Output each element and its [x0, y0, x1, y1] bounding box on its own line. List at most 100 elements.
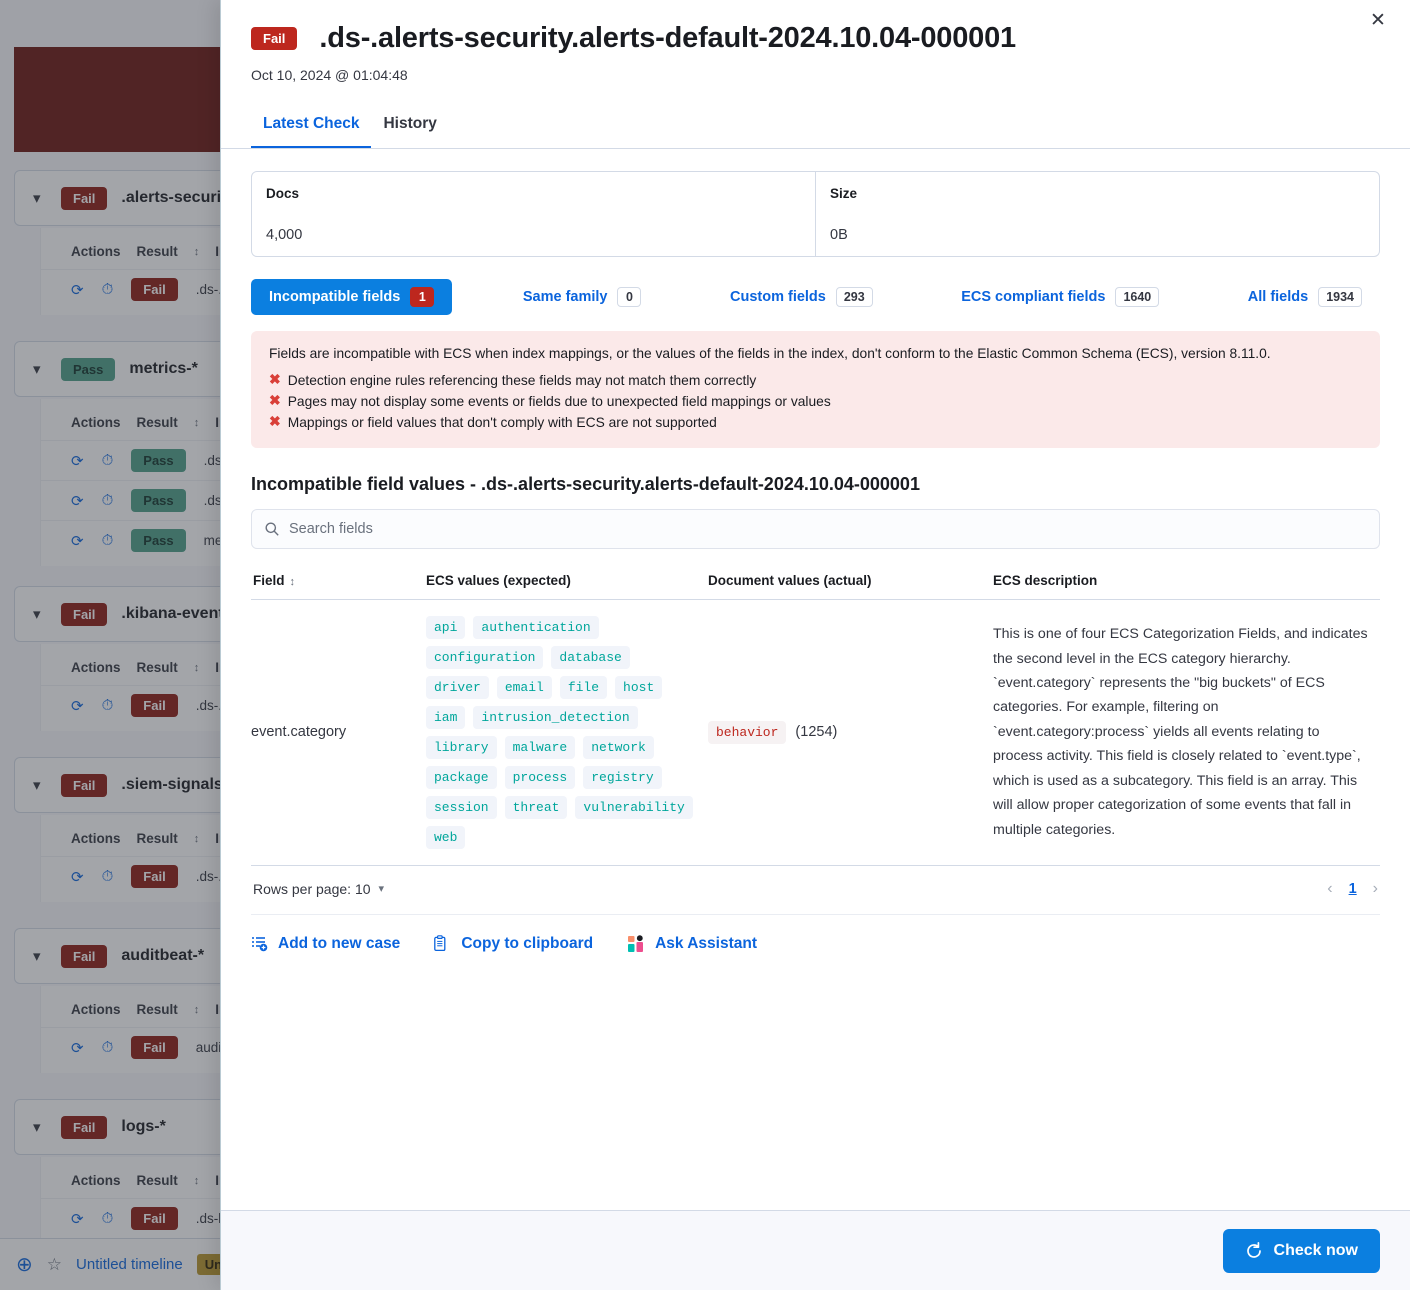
assistant-icon	[628, 934, 644, 952]
sort-icon[interactable]: ↕	[289, 575, 296, 588]
ecs-value-chip: package	[426, 765, 497, 789]
recheck-icon[interactable]: ⟳	[71, 1210, 84, 1228]
sort-icon[interactable]: ↕	[193, 416, 200, 429]
favorite-star-icon[interactable]: ☆	[46, 1254, 63, 1274]
filter-count: 293	[835, 287, 873, 307]
sort-icon[interactable]: ↕	[193, 832, 200, 845]
add-to-new-case-button[interactable]: Add to new case	[251, 935, 400, 953]
chevron-down-icon[interactable]: ▾	[33, 777, 41, 794]
ecs-value-chip: library	[426, 735, 497, 759]
row-result-badge: Fail	[131, 1036, 178, 1059]
chevron-down-icon[interactable]: ▾	[33, 361, 41, 378]
row-result-badge: Pass	[131, 449, 186, 472]
refresh-icon	[1246, 1241, 1261, 1258]
recheck-icon[interactable]: ⟳	[71, 1039, 84, 1057]
tab-latest-check[interactable]: Latest Check	[251, 105, 372, 148]
next-page-icon[interactable]: ›	[1372, 879, 1378, 897]
chevron-down-icon[interactable]: ▾	[33, 1119, 41, 1136]
ecs-value-chip: registry	[583, 765, 662, 789]
group-title: .alerts-securi	[121, 189, 222, 206]
ecs-value-chip: configuration	[426, 645, 544, 669]
history-icon[interactable]: ⏱	[101, 532, 114, 549]
filter-incompatible-fields[interactable]: Incompatible fields 1	[251, 279, 453, 315]
prev-page-icon[interactable]: ‹	[1327, 879, 1333, 897]
filter-ecs-compliant-fields[interactable]: ECS compliant fields 1640	[943, 279, 1177, 315]
cross-icon: ✖	[269, 370, 281, 387]
tab-history[interactable]: History	[371, 105, 448, 148]
col-result: Result	[136, 1173, 178, 1188]
row-result-badge: Fail	[131, 694, 178, 717]
check-now-button[interactable]: Check now	[1222, 1228, 1380, 1273]
chevron-down-icon[interactable]: ▾	[33, 948, 41, 965]
chevron-down-icon[interactable]: ▾	[33, 606, 41, 623]
search-fields-box[interactable]	[251, 508, 1380, 549]
sort-icon[interactable]: ↕	[193, 1003, 200, 1016]
page-number-1[interactable]: 1	[1348, 880, 1357, 897]
chevron-down-icon[interactable]: ▾	[33, 190, 41, 207]
ecs-value-chip-list: api authentication configuration database dr…	[426, 615, 694, 849]
history-icon[interactable]: ⏱	[101, 1039, 114, 1056]
history-icon[interactable]: ⏱	[101, 697, 114, 714]
check-now-label: Check now	[1273, 1241, 1358, 1259]
col-actions: Actions	[71, 831, 121, 846]
sort-icon[interactable]: ↕	[193, 1174, 200, 1187]
group-result-badge: Fail	[61, 773, 108, 797]
sort-icon[interactable]: ↕	[193, 245, 200, 258]
recheck-icon[interactable]: ⟳	[71, 532, 84, 550]
filter-same-family[interactable]: Same family 0	[505, 279, 660, 315]
stat-size-value: 0B	[830, 227, 848, 243]
incompatible-fields-table: Field ↕ ECS values (expected) Document va…	[251, 572, 1380, 866]
filter-label: Incompatible fields	[269, 289, 401, 305]
row-result-badge: Pass	[131, 489, 186, 512]
close-icon[interactable]: ✕	[1364, 6, 1392, 34]
history-icon[interactable]: ⏱	[101, 452, 114, 469]
ecs-value-chip: web	[426, 825, 466, 849]
col-actions: Actions	[71, 660, 121, 675]
recheck-icon[interactable]: ⟳	[71, 697, 84, 715]
ecs-value-chip: iam	[426, 705, 466, 729]
ecs-value-chip: intrusion_detection	[473, 705, 638, 729]
section-title: Incompatible field values - .ds-.alerts-…	[251, 473, 920, 494]
filter-all-fields[interactable]: All fields 1934	[1230, 279, 1380, 315]
pagination-row: Rows per page: 10 ▾ ‹ 1 ›	[251, 866, 1380, 898]
timeline-title[interactable]: Untitled timeline	[76, 1256, 183, 1273]
group-title: .siem-signals	[121, 776, 223, 793]
rows-per-page-select[interactable]: Rows per page: 10 ▾	[253, 881, 384, 897]
filter-count: 1640	[1115, 287, 1160, 307]
sort-icon[interactable]: ↕	[193, 661, 200, 674]
group-result-badge: Fail	[61, 602, 108, 626]
callout-bullet-list: ✖ Detection engine rules referencing thes…	[269, 370, 1362, 434]
ask-assistant-button[interactable]: Ask Assistant	[627, 935, 757, 953]
search-input[interactable]	[289, 520, 1367, 537]
recheck-icon[interactable]: ⟳	[71, 868, 84, 886]
history-icon[interactable]: ⏱	[101, 868, 114, 885]
add-timeline-icon[interactable]: ⊕	[16, 1254, 33, 1276]
recheck-icon[interactable]: ⟳	[71, 492, 84, 510]
flyout-content: Docs 4,000 Size 0B Incompatible fields 1 S…	[221, 149, 1410, 953]
copy-to-clipboard-label: Copy to clipboard	[461, 934, 594, 952]
col-ecs-description: ECS description	[993, 572, 1380, 600]
table-header-row: Field ↕ ECS values (expected) Document va…	[251, 572, 1380, 600]
callout-bullet-text: Detection engine rules referencing these…	[287, 372, 757, 388]
stat-docs-label: Docs	[266, 186, 300, 201]
recheck-icon[interactable]: ⟳	[71, 452, 84, 470]
stat-size-label: Size	[830, 186, 858, 201]
chevron-down-icon: ▾	[378, 883, 385, 896]
doc-value-line: behavior (1254)	[708, 720, 983, 744]
flyout-body: ✕ Fail .ds-.alerts-security.alerts-defau…	[221, 0, 1410, 1210]
col-field[interactable]: Field ↕	[251, 572, 426, 600]
history-icon[interactable]: ⏱	[101, 1210, 114, 1227]
filter-label: Custom fields	[729, 289, 826, 305]
row-result-badge: Fail	[131, 1207, 178, 1230]
doc-value-count: (1254)	[795, 724, 838, 741]
col-result: Result	[136, 415, 178, 430]
cell-field: event.category	[251, 599, 426, 866]
group-result-badge: Fail	[61, 944, 108, 968]
filter-custom-fields[interactable]: Custom fields 293	[712, 279, 891, 315]
table-row: event.category api authentication configura…	[251, 599, 1380, 866]
stat-docs-value: 4,000	[266, 227, 303, 243]
copy-to-clipboard-button[interactable]: Copy to clipboard	[434, 935, 593, 953]
history-icon[interactable]: ⏱	[101, 492, 114, 509]
recheck-icon[interactable]: ⟳	[71, 281, 84, 299]
history-icon[interactable]: ⏱	[101, 281, 114, 298]
